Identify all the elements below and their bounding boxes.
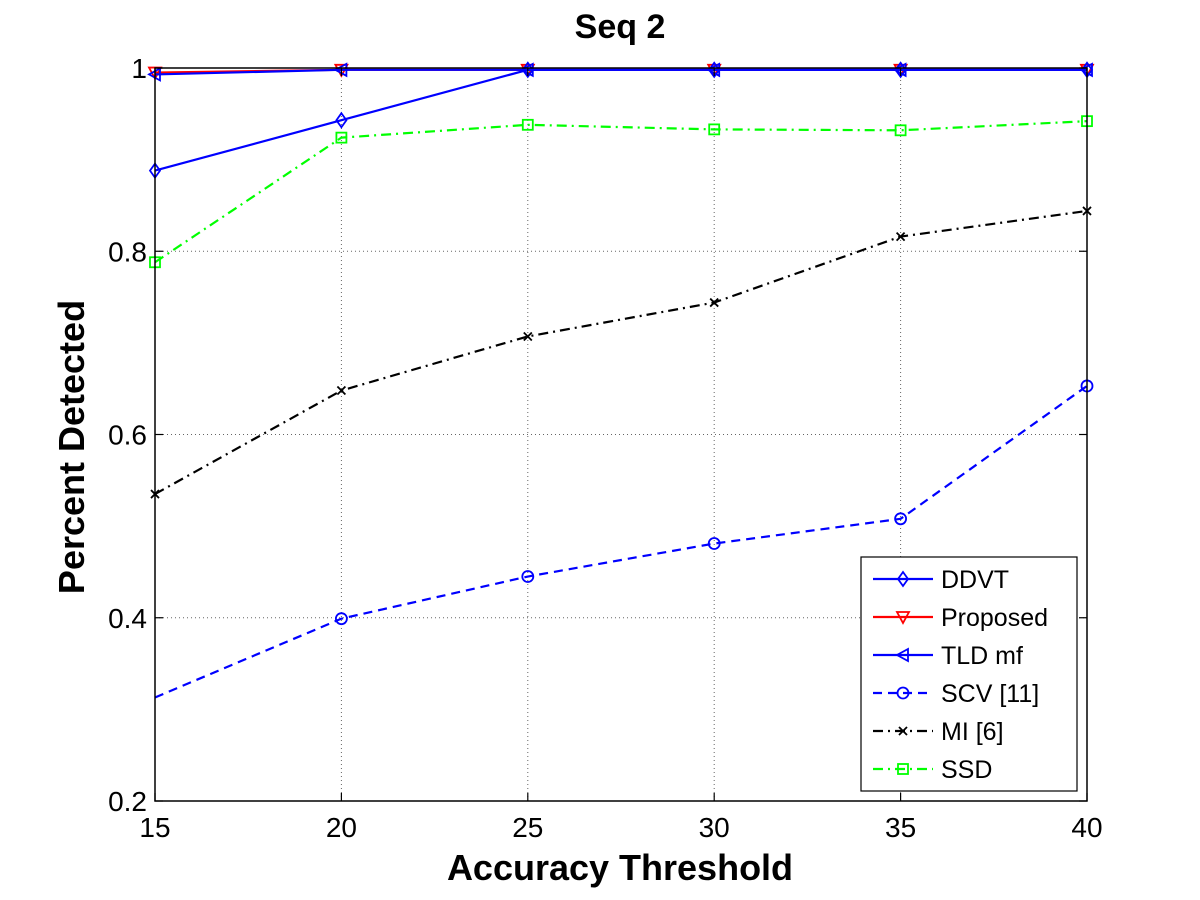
y-tick-label: 0.8 [108,236,147,267]
legend-label: Proposed [941,604,1048,632]
x-axis-label: Accuracy Threshold [447,847,793,888]
x-tick-label: 35 [885,812,916,843]
legend: DDVT Proposed TLD mf SCV [11] MI [6] SSD [861,557,1077,791]
y-axis-label: Percent Detected [51,300,92,594]
series-line [155,211,1087,494]
data-point [896,125,906,135]
legend-label: TLD mf [941,642,1023,670]
x-tick-label: 30 [699,812,730,843]
legend-label: SSD [941,756,992,784]
series-line [155,121,1087,262]
y-tick-label: 0.4 [108,603,147,634]
y-tick-label: 0.6 [108,420,147,451]
y-tick-label: 0.2 [108,786,147,817]
chart-title: Seq 2 [575,8,666,46]
data-point [337,387,345,395]
legend-label: MI [6] [941,718,1004,746]
legend-label: SCV [11] [941,680,1039,708]
series-mi-6 [151,207,1091,498]
series-line [155,70,1087,75]
legend-label: DDVT [941,566,1009,594]
x-tick-label: 40 [1071,812,1102,843]
x-tick-label: 25 [512,812,543,843]
series-tld-mf [149,64,1092,81]
series-ddvt [150,63,1092,178]
x-tick-label: 20 [326,812,357,843]
y-tick-label: 1 [131,53,147,84]
series-line [155,70,1087,171]
series-ssd [150,116,1092,267]
